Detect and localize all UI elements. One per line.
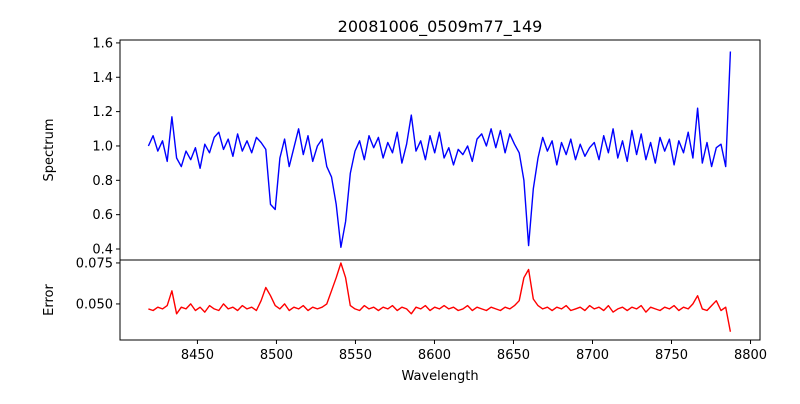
spectrum-y-tick-label: 1.0 — [92, 139, 113, 154]
error-y-label: Error — [42, 284, 57, 316]
spectrum-series-line — [147, 51, 732, 249]
chart-title: 20081006_0509m77_149 — [338, 17, 543, 37]
spectrum-y-tick-label: 0.4 — [92, 243, 113, 258]
x-tick-label: 8800 — [734, 348, 767, 363]
x-tick-label: 8500 — [260, 348, 293, 363]
error-axes-frame — [119, 259, 761, 341]
spectrum-y-tick-label: 0.6 — [92, 208, 113, 223]
x-tick-label: 8450 — [181, 348, 214, 363]
error-series-line — [148, 262, 732, 332]
spectrum-y-label: Spectrum — [42, 119, 57, 182]
x-tick-label: 8750 — [655, 348, 688, 363]
x-tick-label: 8550 — [339, 348, 372, 363]
x-tick-label: 8600 — [418, 348, 451, 363]
error-y-tick-label: 0.075 — [76, 256, 113, 271]
spectrum-y-tick-label: 0.8 — [92, 174, 113, 189]
error-y-tick-label: 0.050 — [76, 297, 113, 312]
x-tick-label: 8650 — [497, 348, 530, 363]
spectrum-y-tick-label: 1.2 — [92, 105, 113, 120]
spectrum-y-tick-label: 1.6 — [92, 36, 113, 51]
spectrum-y-tick-label: 1.4 — [92, 71, 113, 86]
x-tick-label: 8700 — [576, 348, 609, 363]
x-axis-label: Wavelength — [401, 369, 478, 384]
